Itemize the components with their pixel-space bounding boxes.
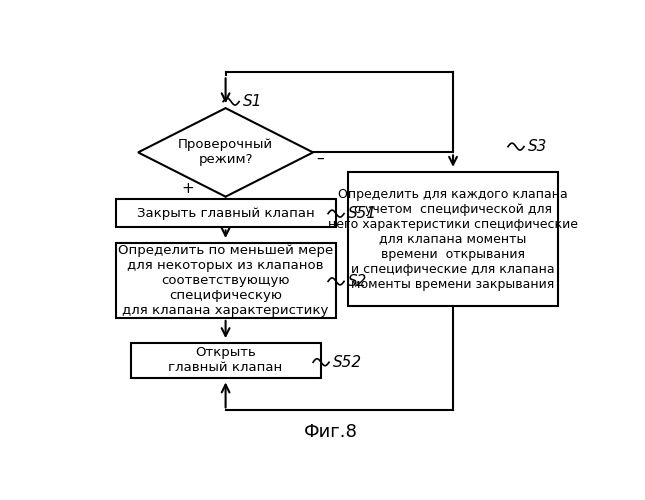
Text: Проверочный
режим?: Проверочный режим? bbox=[178, 138, 273, 166]
Text: +: + bbox=[182, 182, 195, 196]
Text: Открыть
главный клапан: Открыть главный клапан bbox=[168, 346, 283, 374]
Text: Определить для каждого клапана
с учетом  специфической для
него характеристики с: Определить для каждого клапана с учетом … bbox=[328, 188, 578, 290]
Polygon shape bbox=[138, 108, 313, 196]
Text: –: – bbox=[316, 150, 323, 166]
Text: Фиг.8: Фиг.8 bbox=[304, 422, 357, 440]
Text: S51: S51 bbox=[348, 206, 377, 221]
Text: S3: S3 bbox=[528, 139, 548, 154]
Text: Закрыть главный клапан: Закрыть главный клапан bbox=[137, 206, 315, 220]
Text: S52: S52 bbox=[333, 354, 362, 370]
Bar bbox=[348, 172, 558, 306]
Bar bbox=[115, 243, 335, 318]
Bar bbox=[115, 198, 335, 228]
Text: Определить по меньшей мере
для некоторых из клапанов
соответствующую
специфическ: Определить по меньшей мере для некоторых… bbox=[118, 244, 333, 317]
Text: S1: S1 bbox=[243, 94, 263, 109]
Bar bbox=[130, 343, 321, 378]
Text: S2: S2 bbox=[348, 274, 368, 289]
